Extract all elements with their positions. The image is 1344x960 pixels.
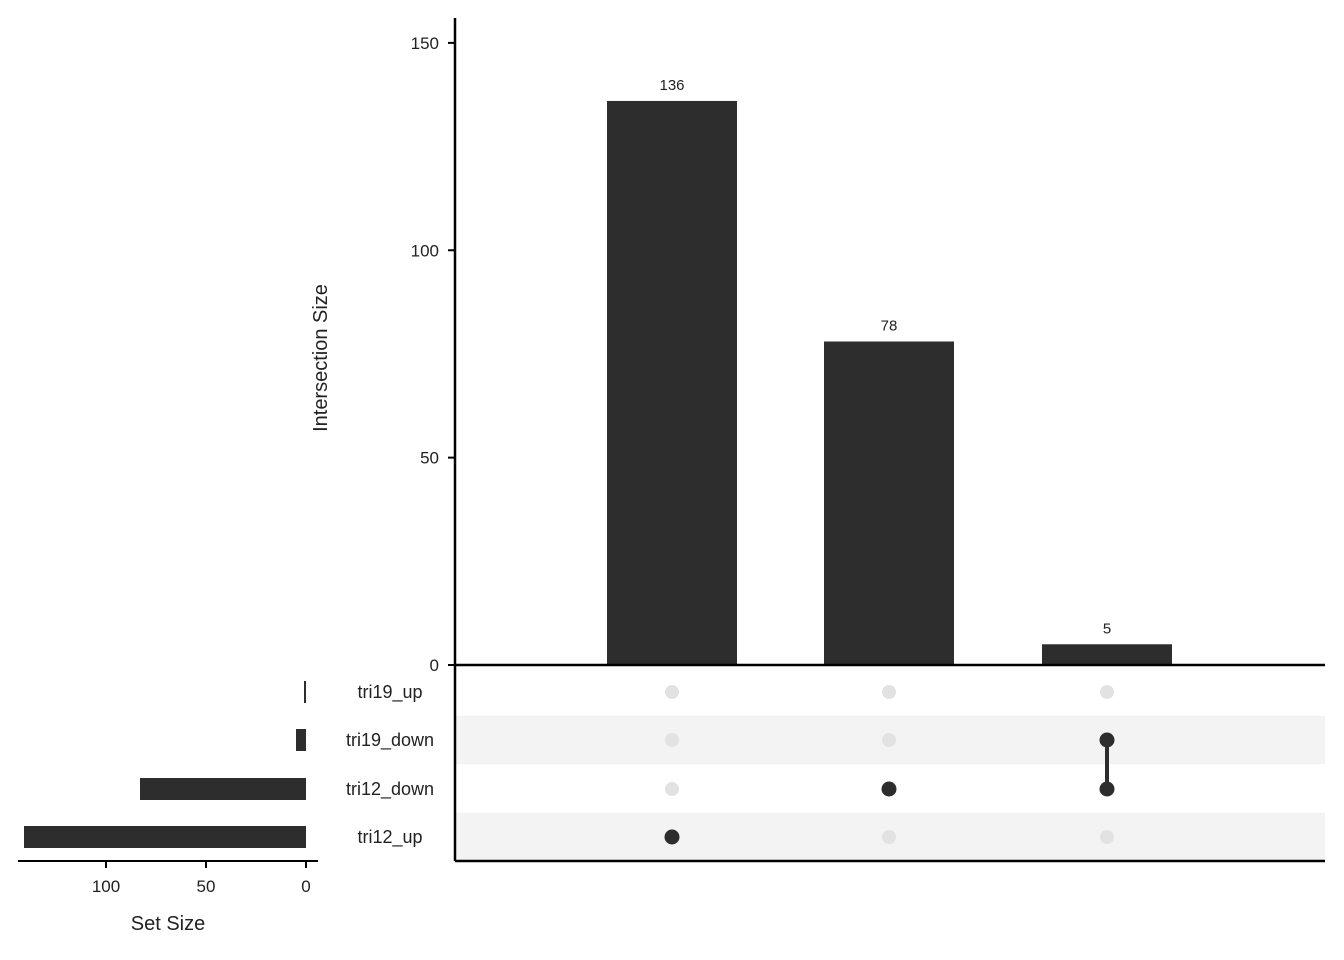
intersection-value-labels: 136 78 5 bbox=[659, 77, 1111, 637]
intersection-y-tick-label: 50 bbox=[420, 449, 439, 468]
matrix-dot-active bbox=[664, 829, 680, 845]
matrix-dot-inactive bbox=[665, 685, 679, 699]
matrix-dot-inactive bbox=[1100, 830, 1114, 844]
set-size-bar bbox=[140, 778, 306, 800]
matrix-dot-active bbox=[881, 781, 897, 797]
set-size-tick-label: 0 bbox=[301, 877, 310, 896]
set-size-x-axis-title: Set Size bbox=[131, 913, 205, 935]
set-size-x-axis: 100 50 0 bbox=[18, 860, 318, 896]
matrix-dot-active bbox=[1099, 781, 1115, 797]
intersection-matrix bbox=[664, 685, 1115, 845]
matrix-dot-inactive bbox=[1100, 685, 1114, 699]
set-size-bar bbox=[296, 729, 306, 751]
intersection-bars bbox=[607, 100, 1172, 665]
set-name-label: tri19_down bbox=[346, 730, 434, 751]
intersection-bar bbox=[824, 341, 954, 665]
set-name-labels: tri19_up tri19_down tri12_down tri12_up bbox=[346, 682, 434, 848]
matrix-dot-inactive bbox=[665, 733, 679, 747]
matrix-dot-inactive bbox=[665, 782, 679, 796]
set-size-bar bbox=[304, 681, 306, 703]
matrix-dot-inactive bbox=[882, 830, 896, 844]
set-size-bars bbox=[24, 681, 306, 848]
intersection-y-axis-title: Intersection Size bbox=[310, 284, 332, 432]
intersection-y-axis: 0 50 100 150 bbox=[411, 18, 1325, 863]
set-name-label: tri12_up bbox=[357, 827, 422, 848]
set-name-label: tri19_up bbox=[357, 682, 422, 703]
intersection-bar-label: 5 bbox=[1103, 620, 1111, 637]
set-size-tick-label: 100 bbox=[92, 877, 120, 896]
set-size-tick-label: 50 bbox=[197, 877, 216, 896]
intersection-y-tick-label: 100 bbox=[411, 241, 439, 260]
matrix-dot-inactive bbox=[882, 685, 896, 699]
set-size-bar bbox=[24, 826, 306, 848]
intersection-bar bbox=[1042, 644, 1172, 665]
intersection-y-tick-label: 0 bbox=[430, 656, 439, 675]
intersection-bar-label: 136 bbox=[659, 77, 684, 94]
matrix-dot-active bbox=[1099, 732, 1115, 748]
intersection-y-tick-label: 150 bbox=[411, 34, 439, 53]
intersection-bar-label: 78 bbox=[881, 318, 898, 335]
matrix-dot-inactive bbox=[882, 733, 896, 747]
intersection-bar bbox=[607, 100, 737, 665]
set-name-label: tri12_down bbox=[346, 779, 434, 800]
